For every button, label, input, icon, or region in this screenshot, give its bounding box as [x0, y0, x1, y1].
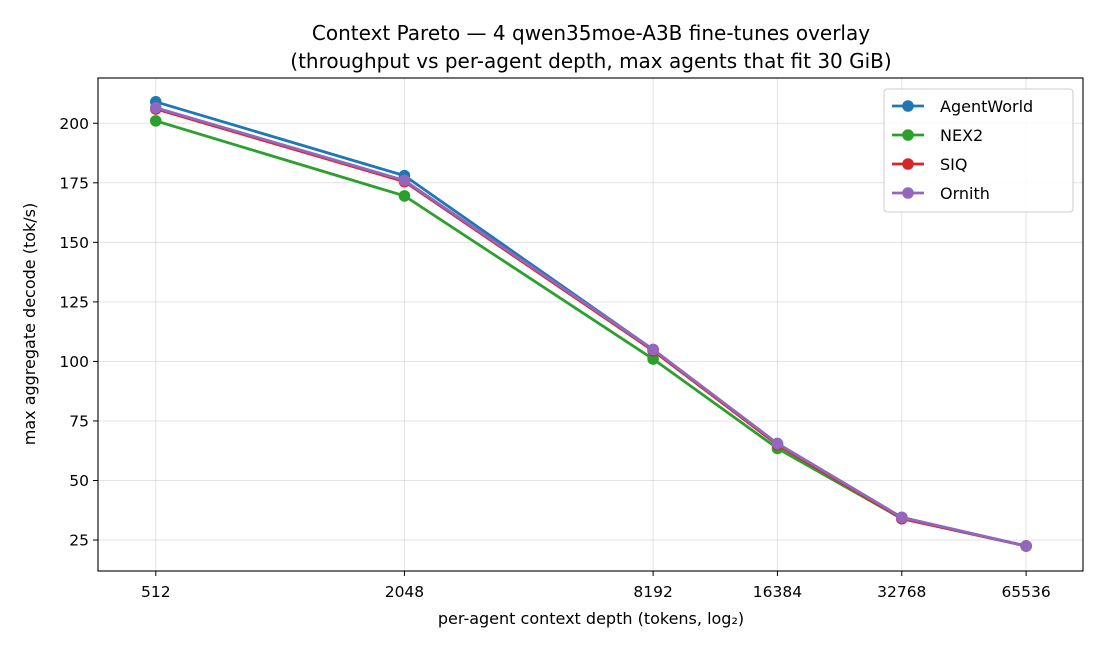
y-tick-label: 125 [59, 293, 89, 311]
data-point-ornith [771, 437, 784, 450]
legend-label-agentworld: AgentWorld [940, 97, 1033, 116]
x-tick-label: 2048 [385, 583, 424, 601]
legend: AgentWorld NEX2 SIQ Ornith [883, 88, 1074, 213]
y-tick-label: 150 [59, 234, 89, 252]
data-point-ornith [895, 511, 908, 524]
axes: 512 2048 8192 16384 32768 65536 25 50 75 100 125 15… [59, 77, 1084, 601]
legend-label-ornith: Ornith [940, 184, 990, 203]
chart-subtitle: (throughput vs per-agent depth, max agen… [290, 49, 891, 73]
series-lines [149, 96, 1032, 552]
plot-frame [97, 77, 1084, 572]
legend-label-siq: SIQ [940, 155, 967, 174]
x-tick-label: 16384 [753, 583, 802, 601]
x-axis-label: per-agent context depth (tokens, log₂) [438, 609, 744, 628]
y-tick-label: 25 [69, 532, 89, 550]
data-point-ornith [398, 174, 411, 187]
legend-label-nex2: NEX2 [940, 126, 983, 145]
data-point-ornith [647, 343, 659, 356]
y-tick-label: 200 [59, 115, 89, 133]
data-point-ornith [1020, 540, 1032, 552]
x-tick-label: 65536 [1001, 583, 1050, 601]
data-point-nex2 [149, 115, 162, 127]
data-point-nex2 [647, 353, 659, 365]
chart-title: Context Pareto — 4 qwen35moe-A3B fine-tu… [312, 21, 870, 45]
legend-swatch-marker-ornith [902, 187, 914, 199]
x-tick-label: 8192 [633, 583, 672, 601]
x-tick-label: 512 [141, 583, 171, 601]
legend-box [883, 88, 1074, 213]
data-point-ornith [149, 101, 162, 114]
y-tick-label: 100 [59, 353, 89, 371]
series-line-ornith [155, 106, 1027, 548]
x-tick-label: 32768 [877, 583, 926, 601]
data-point-nex2 [398, 190, 411, 202]
y-axis-label: max aggregate decode (tok/s) [20, 203, 39, 446]
legend-swatch-marker-siq [902, 158, 914, 170]
y-tick-label: 75 [69, 412, 89, 430]
legend-swatch-marker-nex2 [902, 129, 914, 141]
legend-swatch-marker-agentworld [902, 100, 914, 112]
y-tick-label: 50 [69, 472, 89, 490]
y-tick-label: 175 [59, 174, 89, 192]
